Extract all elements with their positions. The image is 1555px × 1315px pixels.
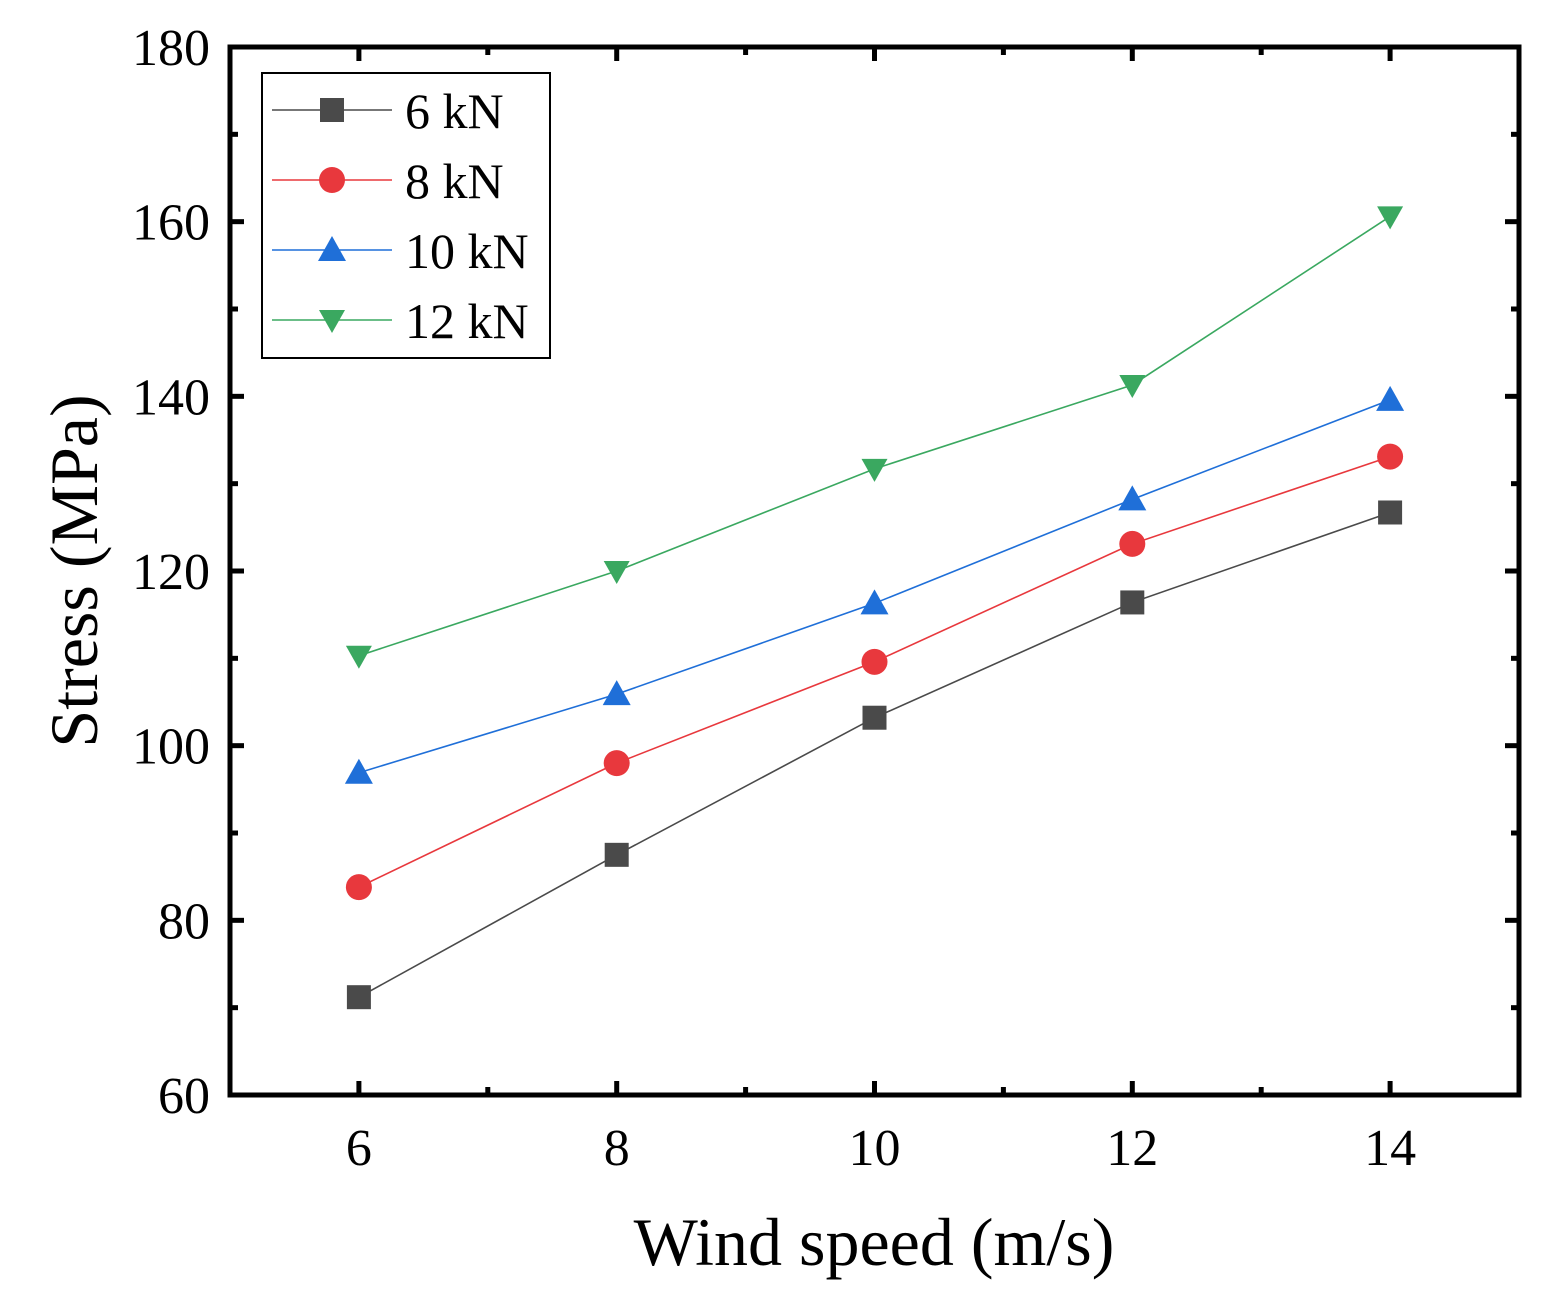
legend-label: 8 kN	[405, 153, 504, 209]
series-line	[358, 511, 1391, 998]
data-point	[1377, 206, 1404, 230]
legend-label: 10 kN	[405, 223, 529, 279]
legend-item: 12 kN	[272, 293, 529, 349]
legend-item: 8 kN	[272, 153, 504, 209]
data-point	[603, 750, 630, 777]
y-tick-label: 100	[132, 719, 210, 776]
y-tick-label: 80	[158, 893, 210, 950]
legend-marker	[319, 167, 345, 193]
y-axis-title: Stress (MPa)	[36, 394, 112, 747]
legend: 6 kN 8 kN 10 kN 12 kN	[261, 72, 551, 359]
data-point	[1120, 590, 1145, 615]
x-tick-label: 10	[849, 1120, 901, 1177]
series-12-kn	[345, 206, 1404, 669]
data-point	[1118, 485, 1147, 511]
data-point	[862, 705, 887, 730]
legend-marker	[320, 98, 344, 122]
series-layer	[344, 206, 1405, 1010]
legend-item: 6 kN	[272, 83, 504, 139]
y-tick-label: 140	[132, 369, 210, 426]
data-point	[1378, 500, 1403, 525]
legend-marker	[319, 310, 345, 333]
data-point	[861, 458, 888, 482]
data-point	[1376, 385, 1405, 411]
x-tick-label: 6	[346, 1120, 372, 1177]
tick-labels: 6 8 10 12 14 60 80 100 120 140 160 180	[132, 20, 1416, 1177]
y-tick-label: 60	[158, 1068, 210, 1125]
series-8-kn	[345, 443, 1404, 901]
data-point	[345, 645, 372, 669]
x-tick-label: 12	[1106, 1120, 1158, 1177]
data-point	[860, 589, 889, 615]
data-point	[604, 842, 629, 867]
legend-item: 10 kN	[272, 223, 529, 279]
data-point	[1119, 530, 1146, 557]
data-point	[603, 561, 630, 584]
y-tick-label: 120	[132, 544, 210, 601]
legend-label: 6 kN	[405, 83, 504, 139]
x-tick-label: 14	[1364, 1120, 1416, 1177]
data-point	[345, 874, 372, 901]
series-6-kn	[346, 500, 1403, 1010]
legend-label: 12 kN	[405, 293, 529, 349]
data-point	[1119, 374, 1146, 398]
data-point	[344, 758, 373, 784]
y-tick-label: 160	[132, 195, 210, 252]
data-point	[861, 648, 888, 675]
legend-marker	[318, 236, 346, 261]
plot-frame	[227, 44, 1522, 1098]
series-10-kn	[344, 385, 1405, 784]
data-point	[602, 680, 631, 706]
x-axis-title: Wind speed (m/s)	[634, 1204, 1115, 1280]
x-tick-label: 8	[604, 1120, 630, 1177]
data-point	[1377, 443, 1404, 470]
y-tick-label: 180	[132, 20, 210, 77]
data-point	[346, 985, 371, 1010]
legend-box	[261, 72, 551, 359]
